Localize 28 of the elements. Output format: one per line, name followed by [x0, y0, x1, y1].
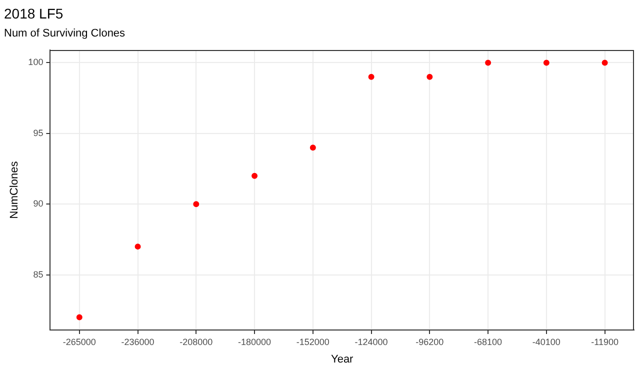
x-tick-label: -208000 — [180, 336, 213, 347]
x-tick-label: -180000 — [238, 336, 272, 347]
y-axis-title: NumClones — [8, 160, 21, 219]
y-tick-label: 95 — [33, 128, 44, 138]
point — [485, 60, 492, 66]
x-tick-label: -124000 — [354, 336, 388, 347]
point — [426, 74, 433, 80]
x-tick-label: -96200 — [416, 336, 444, 347]
x-tick-label: -265000 — [62, 336, 96, 347]
x-tick-label: -236000 — [121, 336, 154, 347]
x-tick-label: -11900 — [591, 336, 618, 347]
point — [368, 74, 374, 80]
chart-title: 2018 LF5 — [4, 5, 64, 22]
point — [602, 60, 608, 66]
y-tick-label: 85 — [33, 269, 44, 280]
point — [252, 172, 258, 179]
point — [76, 314, 82, 320]
x-axis-title: Year — [330, 353, 354, 366]
point — [134, 244, 141, 250]
y-tick-label: 90 — [33, 198, 44, 209]
point — [193, 201, 200, 208]
chart-subtitle: Num of Surviving Clones — [4, 27, 126, 40]
x-tick-label: -152000 — [296, 336, 330, 347]
x-tick-label: -68100 — [474, 336, 502, 347]
point — [310, 144, 316, 151]
point — [543, 60, 550, 66]
x-tick-label: -40100 — [532, 336, 560, 347]
y-tick-label: 100 — [28, 57, 44, 68]
